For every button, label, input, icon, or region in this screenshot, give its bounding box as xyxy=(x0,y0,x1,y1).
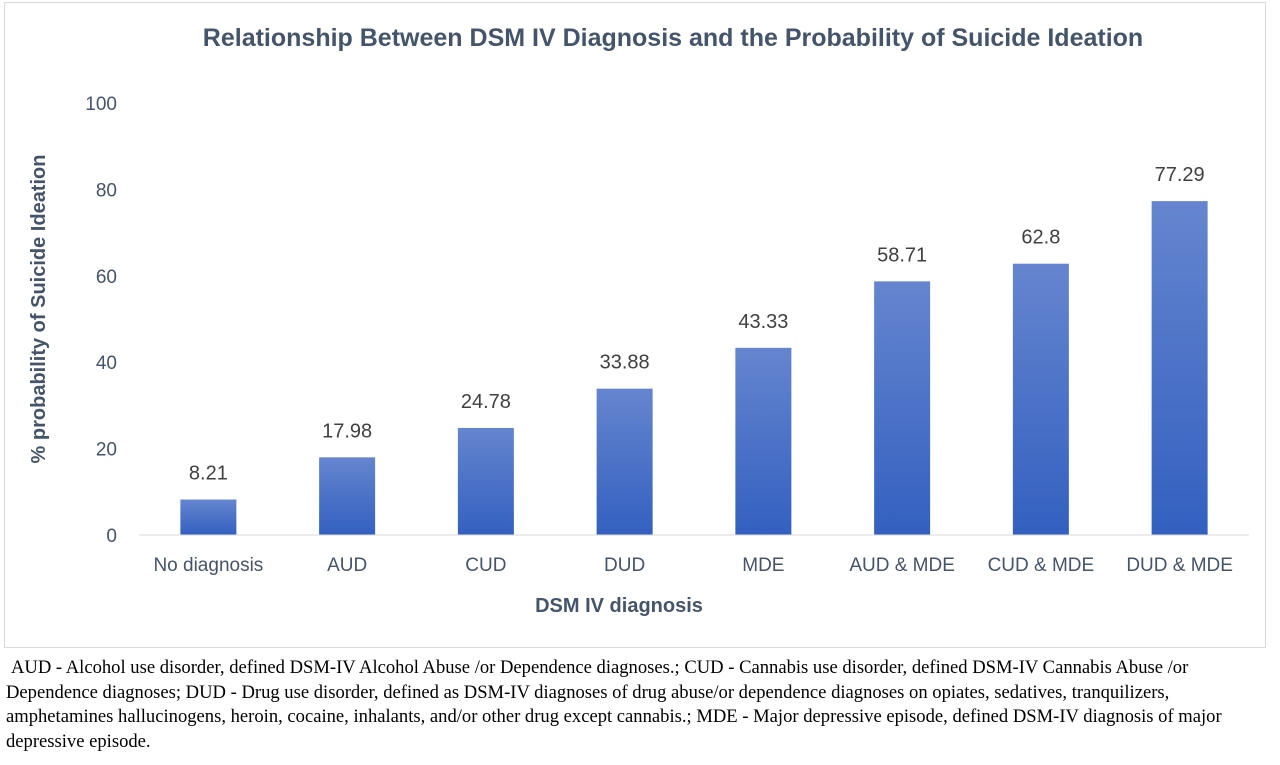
bar xyxy=(735,347,792,535)
x-axis-ticks: No diagnosis AUD CUD DUD MDE AUD & MDE CUD & M… xyxy=(153,555,1232,576)
bar xyxy=(1151,201,1208,536)
y-tick-label: 0 xyxy=(106,526,117,547)
y-axis-title: % probability of Suicide Ideation xyxy=(28,155,50,464)
data-label: 17.98 xyxy=(322,420,372,442)
y-tick-label: 60 xyxy=(96,267,117,288)
footnote: AUD - Alcohol use disorder, defined DSM-… xyxy=(6,657,1222,752)
data-label: 77.29 xyxy=(1155,164,1205,186)
bar xyxy=(596,388,653,535)
chart-frame: Relationship Between DSM IV Diagnosis an… xyxy=(4,2,1266,648)
chart-title: Relationship Between DSM IV Diagnosis an… xyxy=(203,24,1143,52)
x-tick-label: DUD xyxy=(604,555,645,576)
x-tick-label: AUD & MDE xyxy=(849,555,955,576)
data-label: 58.71 xyxy=(877,244,927,266)
x-tick-label: CUD & MDE xyxy=(988,555,1095,576)
x-axis-title: DSM IV diagnosis xyxy=(535,595,703,617)
data-label: 8.21 xyxy=(189,463,228,485)
data-labels: 8.21 17.98 24.78 33.88 43.33 58.71 62.8 77.29 xyxy=(189,164,1205,484)
x-tick-label: AUD xyxy=(327,555,367,576)
x-tick-label: No diagnosis xyxy=(153,555,263,576)
bars xyxy=(180,201,1208,536)
bar xyxy=(180,499,237,535)
x-tick-label: MDE xyxy=(742,555,784,576)
data-label: 43.33 xyxy=(738,311,788,333)
x-tick-label: DUD & MDE xyxy=(1126,555,1233,576)
y-axis-ticks: 0 20 40 60 80 100 xyxy=(85,94,117,547)
bar xyxy=(874,281,931,535)
data-label: 24.78 xyxy=(461,391,511,413)
y-tick-label: 100 xyxy=(85,94,117,115)
y-tick-label: 20 xyxy=(96,440,117,461)
bar-chart: Relationship Between DSM IV Diagnosis an… xyxy=(28,24,1249,617)
x-tick-label: CUD xyxy=(465,555,506,576)
bar xyxy=(1012,263,1069,535)
bar xyxy=(319,457,376,535)
y-tick-label: 40 xyxy=(96,353,117,374)
data-label: 62.8 xyxy=(1021,227,1060,249)
bar xyxy=(457,427,514,535)
y-tick-label: 80 xyxy=(96,180,117,201)
data-label: 33.88 xyxy=(600,352,650,374)
